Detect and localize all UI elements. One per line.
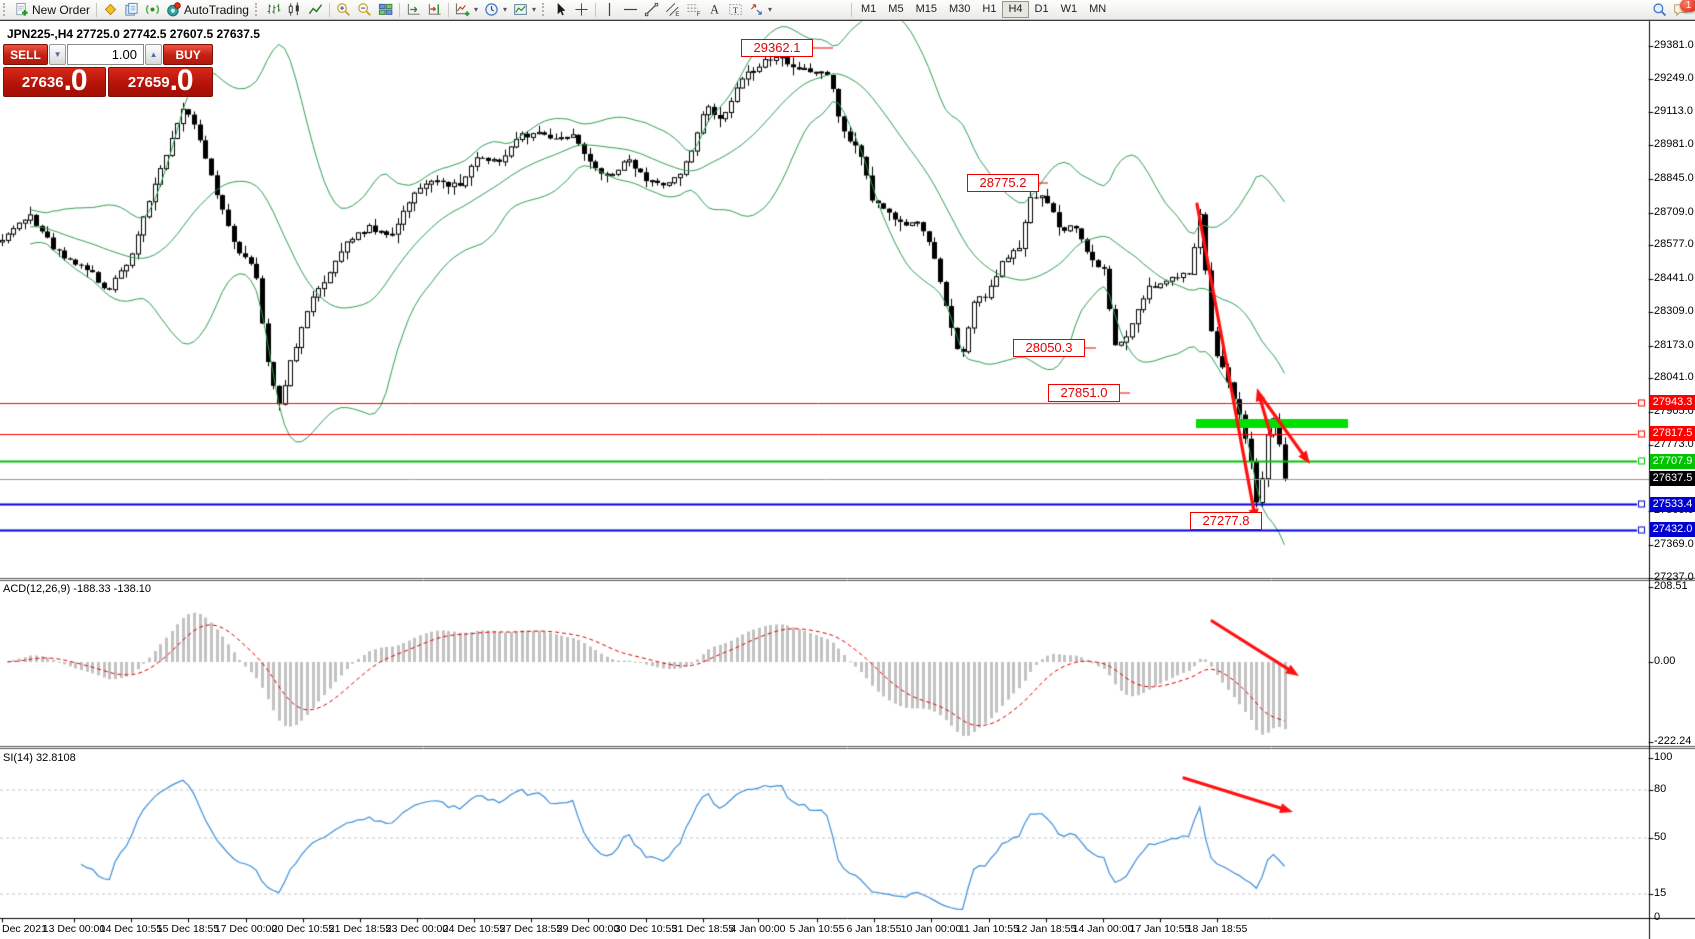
autotrading-icon (166, 2, 181, 17)
cursor-tool-button[interactable] (550, 1, 571, 18)
chart-shift-icon (427, 2, 442, 17)
fibonacci-icon (686, 2, 701, 17)
timeframe-button-mn[interactable]: MN (1089, 3, 1107, 15)
horizontal-line-tool-button[interactable] (620, 1, 641, 18)
fibonacci-tool-button[interactable] (683, 1, 704, 18)
text-label-icon (728, 2, 743, 17)
new-order-button[interactable]: New Order (11, 1, 93, 18)
horizontal-line-icon (623, 2, 638, 17)
text-label-tool-button[interactable] (725, 1, 746, 18)
chevron-down-icon: ▾ (502, 5, 507, 14)
equidistant-channel-icon (665, 2, 680, 17)
new-order-label: New Order (32, 2, 91, 17)
signals-button[interactable] (142, 1, 163, 18)
separator (328, 2, 330, 17)
periods-button[interactable]: ▾ (481, 1, 510, 18)
arrows-icon (749, 2, 764, 17)
templates-button[interactable]: ▾ (510, 1, 539, 18)
signals-icon (145, 2, 160, 17)
auto-scroll-icon (406, 2, 421, 17)
toolbar-grip[interactable] (254, 3, 260, 16)
toolbar: New Order AutoTrading ▾ ▾ ▾ (0, 0, 1695, 20)
chart-window-border (0, 19, 1695, 21)
tile-windows-button[interactable] (375, 1, 396, 18)
one-click-trading-panel: SELL ▼ 1.00 ▲ BUY 27636.0 27659.0 (3, 44, 214, 97)
sell-price[interactable]: 27636.0 (3, 64, 106, 97)
buy-price-main: 27659 (127, 74, 170, 91)
chevron-down-icon: ▾ (473, 5, 478, 14)
volume-input[interactable]: 1.00 (67, 44, 144, 65)
new-order-icon (14, 2, 29, 17)
buy-button[interactable]: BUY (163, 44, 214, 65)
timeframe-button-m30[interactable]: M30 (948, 3, 971, 15)
autotrading-label: AutoTrading (184, 2, 249, 17)
timeframe-toolbar: M1 M5 M15 M30 H1 H4 D1 W1 MN (855, 1, 1112, 18)
metaeditor-icon (103, 2, 118, 17)
separator (96, 2, 98, 17)
zoom-in-icon (336, 2, 351, 17)
volume-decrease-button[interactable]: ▼ (48, 44, 67, 65)
text-icon (707, 2, 722, 17)
buy-price-frac: .0 (169, 64, 194, 97)
arrows-tool-button[interactable]: ▾ (746, 1, 775, 18)
sell-button[interactable]: SELL (3, 44, 48, 65)
sell-price-main: 27636 (21, 74, 64, 91)
templates-icon (513, 2, 528, 17)
cursor-icon (553, 2, 568, 17)
toolbar-grip[interactable] (542, 3, 547, 16)
crosshair-tool-button[interactable] (571, 1, 592, 18)
bar-chart-icon (266, 2, 281, 17)
crosshair-icon (574, 2, 589, 17)
search-icon (1652, 2, 1667, 17)
notification-badge[interactable]: 1 (1680, 0, 1695, 12)
text-tool-button[interactable] (704, 1, 725, 18)
trendline-tool-button[interactable] (641, 1, 662, 18)
timeframe-button-w1[interactable]: W1 (1060, 3, 1078, 15)
vertical-line-tool-button[interactable] (599, 1, 620, 18)
buy-price[interactable]: 27659.0 (107, 64, 213, 97)
sell-price-frac: .0 (63, 64, 88, 97)
equidistant-channel-tool-button[interactable] (662, 1, 683, 18)
toolbar-grip[interactable] (3, 3, 8, 16)
zoom-in-button[interactable] (333, 1, 354, 18)
timeframe-button-h4[interactable]: H4 (1002, 1, 1029, 18)
autotrading-button[interactable]: AutoTrading (163, 1, 252, 18)
tile-windows-icon (378, 2, 393, 17)
separator (398, 2, 400, 17)
toolbar-right-group: 1 (1649, 0, 1695, 18)
zoom-out-button[interactable] (354, 1, 375, 18)
chevron-down-icon: ▾ (531, 5, 536, 14)
periods-clock-icon (484, 2, 499, 17)
chevron-down-icon: ▾ (768, 5, 773, 14)
journal-icon (124, 2, 139, 17)
separator (851, 2, 853, 17)
auto-scroll-button[interactable] (403, 1, 424, 18)
separator (447, 2, 449, 17)
search-button[interactable] (1649, 1, 1670, 18)
zoom-out-icon (357, 2, 372, 17)
volume-increase-button[interactable]: ▲ (145, 44, 163, 65)
timeframe-button-h1[interactable]: H1 (982, 3, 997, 15)
metaeditor-button[interactable] (100, 1, 121, 18)
candlestick-chart-icon (287, 2, 302, 17)
line-chart-button[interactable] (305, 1, 326, 18)
timeframe-button-m1[interactable]: M1 (861, 3, 877, 15)
timeframe-button-m15[interactable]: M15 (915, 3, 937, 15)
journal-button[interactable] (121, 1, 142, 18)
line-chart-icon (308, 2, 323, 17)
indicators-add-icon (455, 2, 470, 17)
vertical-line-icon (602, 2, 617, 17)
timeframe-button-m5[interactable]: M5 (888, 3, 904, 15)
candlestick-chart-button[interactable] (284, 1, 305, 18)
indicators-button[interactable]: ▾ (452, 1, 481, 18)
separator (595, 2, 596, 17)
trendline-icon (644, 2, 659, 17)
chart-shift-button[interactable] (424, 1, 445, 18)
timeframe-button-d1[interactable]: D1 (1034, 3, 1049, 15)
bar-chart-button[interactable] (263, 1, 284, 18)
